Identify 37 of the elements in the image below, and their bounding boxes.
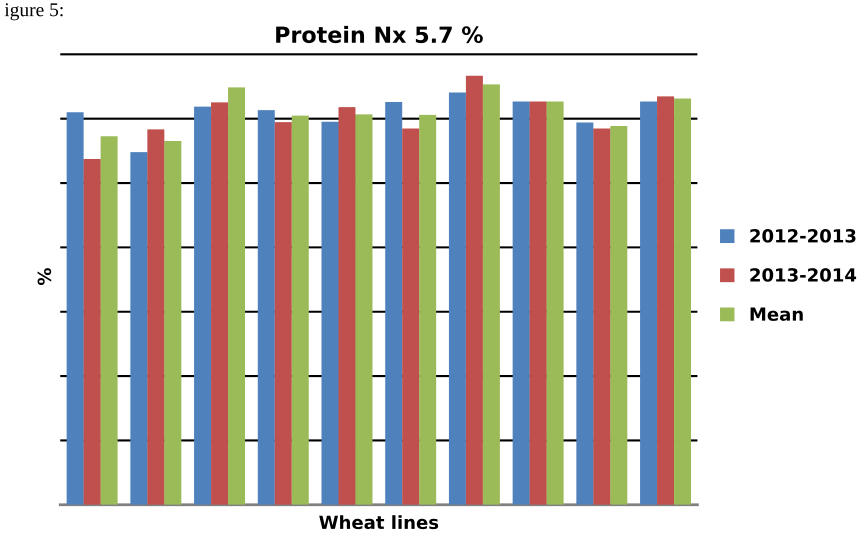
bar [610,126,628,505]
bar [292,116,309,505]
y-axis-title: % [38,268,52,286]
bar [530,102,547,505]
bar [147,129,164,505]
bar [355,114,372,505]
bar [228,87,246,505]
bar [338,107,356,505]
legend-label: 2012-2013 [750,228,856,243]
bar [211,102,228,505]
legend-label: Mean [750,308,803,321]
legend-label: 2013-2014 [750,268,856,282]
bar [100,136,118,505]
bar [419,114,436,505]
bar [674,98,692,505]
bar [274,122,292,505]
bar [130,152,148,505]
bar [321,122,338,505]
bar [164,140,182,505]
bar [576,122,594,505]
bar [448,92,466,505]
chart-title: Protein Nx 5.7 % [276,26,483,44]
bar [512,102,530,505]
bar [593,128,610,505]
x-axis-title: Wheat lines [319,515,438,530]
bar [194,106,212,505]
bar [66,112,84,505]
bar [258,110,275,505]
text: igure 5: [4,3,63,20]
bar [546,102,564,505]
bar [640,102,658,505]
bar [385,102,402,505]
bar [84,159,101,505]
bar [402,128,420,505]
bar [657,96,674,505]
bar [466,76,483,505]
bar [482,84,500,505]
